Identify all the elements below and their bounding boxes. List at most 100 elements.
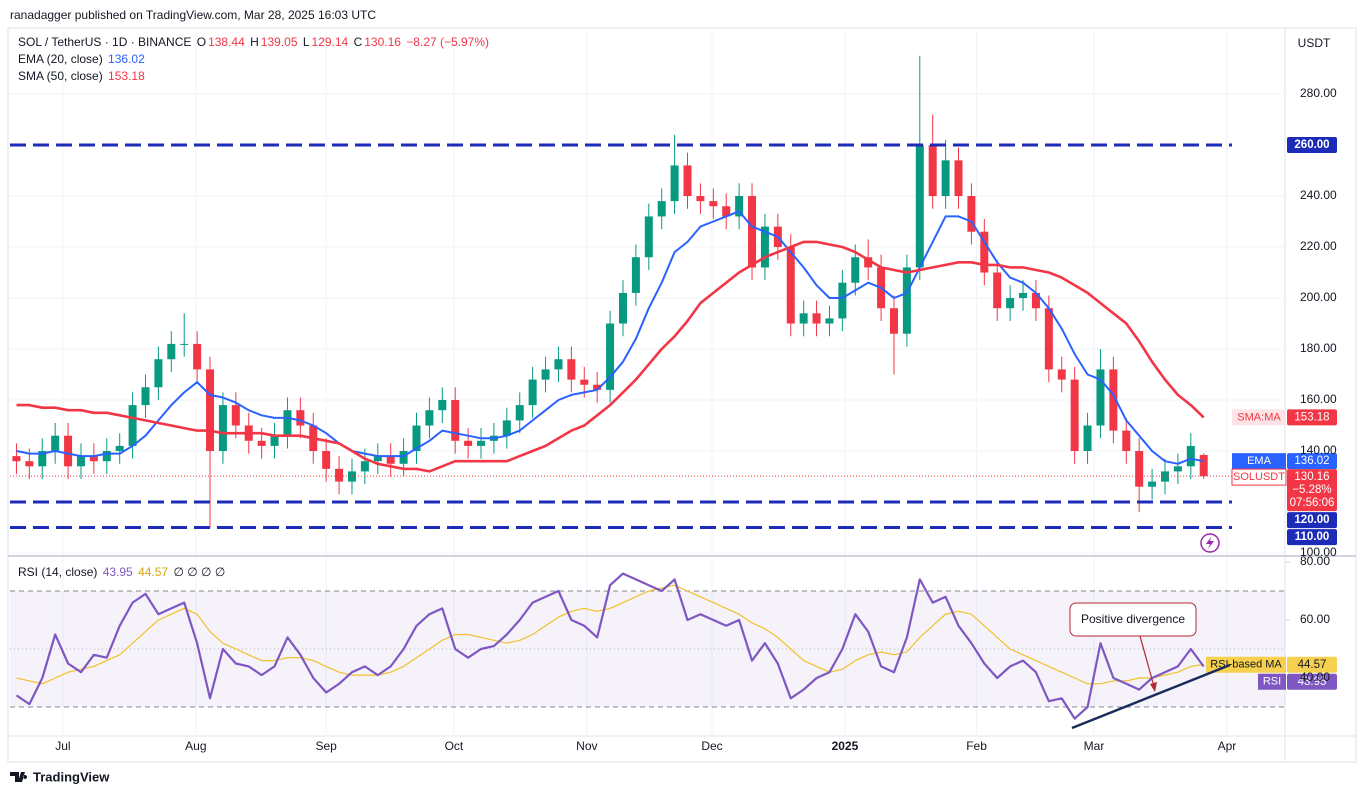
candle-body <box>115 445 124 452</box>
legend-value: 153.18 <box>108 69 145 83</box>
candle-body <box>541 369 550 380</box>
legend-name: EMA (20, close) <box>18 52 103 66</box>
symbol: SOL / TetherUS · 1D · BINANCE <box>18 35 192 49</box>
candle-body <box>1006 298 1015 309</box>
x-tick-label: Aug <box>185 739 206 753</box>
alert-icon[interactable] <box>1200 533 1220 553</box>
tags: EMA 136.02 SMA:MA 153.18 SOLUSDT 130.16−5.28%… <box>1206 137 1337 690</box>
tag-value-bg <box>1287 656 1337 673</box>
candle-body <box>644 216 653 258</box>
candle-body <box>1199 454 1208 477</box>
ohlc-label: L <box>302 35 310 49</box>
price-tag: EMA 136.02 <box>1232 453 1337 470</box>
candle-body <box>1122 430 1131 452</box>
price-tag: SMA:MA 153.18 <box>1232 409 1337 426</box>
candle-body <box>76 456 85 467</box>
attribution: ranadagger published on TradingView.com,… <box>10 8 377 22</box>
candle-body <box>12 456 21 462</box>
candle-body <box>954 160 963 197</box>
candle-body <box>231 405 240 426</box>
candle-body <box>206 369 215 452</box>
tag-label-bg <box>1232 453 1286 470</box>
y-tick-label: 280.00 <box>1300 86 1337 100</box>
candle-body <box>786 247 795 324</box>
candle-body <box>335 468 344 482</box>
y-tick-label: 140.00 <box>1300 443 1337 457</box>
tag-label-bg <box>1206 656 1286 673</box>
candle-body <box>322 451 331 469</box>
tag-value: 43.95 <box>1298 676 1327 688</box>
candle-body <box>1160 471 1169 482</box>
annotation-arrow <box>1139 635 1156 691</box>
marks <box>10 55 1285 720</box>
candle-body <box>154 359 163 388</box>
y-tick-label: 180.00 <box>1300 341 1337 355</box>
candle-body <box>967 196 976 232</box>
candle-body <box>502 420 511 436</box>
legend-sma: SMA (50, close) 153.18 <box>18 69 147 83</box>
candle-body <box>399 451 408 464</box>
candle-body <box>864 257 873 268</box>
candle-body <box>425 410 434 426</box>
level-tag-bg <box>1287 512 1337 529</box>
candle-body <box>283 410 292 436</box>
candle-body <box>657 201 666 217</box>
x-tick-label: Sep <box>315 739 337 753</box>
candle-body <box>799 313 808 324</box>
y-tick-label: 240.00 <box>1300 188 1337 202</box>
brand-name: TradingView <box>33 769 110 784</box>
level-tag: 110.00 <box>1295 531 1330 543</box>
candle-body <box>709 201 718 207</box>
tag-label: RSI-based MA <box>1210 659 1282 671</box>
candle-body <box>760 226 769 268</box>
y-tick-label: 60.00 <box>1300 612 1330 626</box>
candle-body <box>696 196 705 202</box>
tag-label: EMA <box>1247 455 1272 467</box>
candle-body <box>812 313 821 324</box>
candle-body <box>373 456 382 462</box>
tag-label: SOLUSDT <box>1233 471 1285 483</box>
candle-body <box>257 440 266 446</box>
candle-body <box>1044 308 1053 370</box>
candle-body <box>1057 369 1066 380</box>
ohlc-label: H <box>250 35 259 49</box>
candle-body <box>528 379 537 406</box>
legend-value: 43.95 <box>102 565 133 579</box>
candle-body <box>386 456 395 464</box>
alert-icon-bolt <box>1206 537 1214 549</box>
chart-frame <box>7 27 1357 763</box>
tag-value: 130.16 <box>1294 471 1329 483</box>
ohlc-label: O <box>196 35 207 49</box>
x-tick-label: Feb <box>966 739 987 753</box>
indicator-line <box>16 210 1204 465</box>
x-tick-label: Jul <box>55 739 70 753</box>
candle-body <box>748 196 757 268</box>
candle-body <box>1186 445 1195 467</box>
tag-value: −5.28% <box>1292 484 1331 496</box>
candle-body <box>670 165 679 202</box>
candle-body <box>515 405 524 421</box>
candle-body <box>296 410 305 426</box>
legend-name: SMA (50, close) <box>18 69 103 83</box>
ohlc-value: 130.16 <box>364 35 401 49</box>
tag-value: 136.02 <box>1294 455 1329 467</box>
candle-body <box>180 343 189 345</box>
tag-label-bg <box>1258 673 1286 690</box>
candle-body <box>683 165 692 197</box>
candle-body <box>193 343 202 370</box>
candle-body <box>980 231 989 273</box>
candle-body <box>1173 466 1182 472</box>
level-tag-bg <box>1287 137 1337 154</box>
candle-body <box>1031 292 1040 309</box>
tag-value: 153.18 <box>1294 411 1329 423</box>
y-tick-label: 100.00 <box>1300 545 1337 559</box>
tag-label: SMA:MA <box>1237 411 1281 423</box>
candle-body <box>915 145 924 268</box>
rsi-title: RSI (14, close) <box>18 565 98 579</box>
tag-label-bg <box>1232 409 1286 426</box>
candle-body <box>51 435 60 452</box>
level-tag: 120.00 <box>1294 514 1329 526</box>
